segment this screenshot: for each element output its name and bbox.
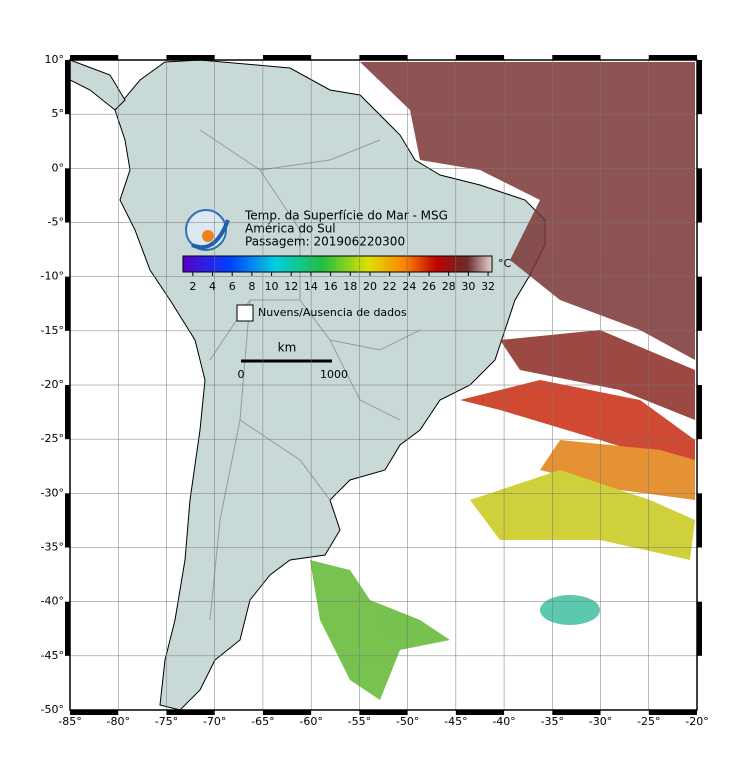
x-tick-label: -35° — [541, 715, 564, 728]
frame-segment — [262, 710, 312, 715]
y-tick-label: -35° — [41, 541, 64, 554]
x-tick-label: -70° — [203, 715, 226, 728]
frame-segment — [359, 55, 408, 60]
y-tick-label: -25° — [41, 432, 64, 445]
frame-segment — [697, 493, 702, 548]
colorbar-tick-label: 20 — [363, 280, 377, 293]
frame-segment — [65, 276, 70, 331]
frame-segment — [697, 168, 702, 223]
x-tick-label: -80° — [106, 715, 129, 728]
colorbar-tick-label: 10 — [265, 280, 279, 293]
colorbar — [182, 255, 493, 273]
colorbar-tick-label: 26 — [422, 280, 436, 293]
legend-label: Nuvens/Ausencia de dados — [258, 306, 407, 319]
x-tick-label: -75° — [155, 715, 178, 728]
frame-segment — [70, 710, 119, 715]
frame-segment — [552, 55, 601, 60]
colorbar-tick-label: 4 — [209, 280, 216, 293]
sst-patches — [310, 62, 695, 700]
region: América do Sul — [245, 222, 336, 236]
x-tick-label: -40° — [492, 715, 515, 728]
frame-segment — [65, 601, 70, 656]
frame-segment — [166, 710, 215, 715]
sst-green — [310, 560, 450, 700]
x-tick-label: -65° — [251, 715, 274, 728]
frame-segment — [648, 710, 697, 715]
x-tick-label: -55° — [348, 715, 371, 728]
scale-end: 1000 — [320, 368, 348, 381]
colorbar-tick-label: 18 — [343, 280, 357, 293]
frame-segment — [552, 710, 601, 715]
logo — [185, 209, 230, 251]
legend-swatch — [236, 304, 254, 322]
scale-unit: km — [278, 341, 297, 355]
sst-orange — [540, 440, 695, 500]
frame-segment — [455, 55, 505, 60]
sst-yellow — [470, 470, 695, 560]
y-tick-label: -20° — [41, 378, 64, 391]
sst-cyan — [540, 595, 600, 625]
sst-red — [460, 380, 695, 470]
frame-segment — [65, 385, 70, 440]
colorbar-tick-label: 16 — [324, 280, 338, 293]
y-tick-label: -15° — [41, 324, 64, 337]
frame-segment — [697, 276, 702, 331]
frame-segment — [697, 601, 702, 656]
pass: Passagem: 201906220300 — [245, 235, 405, 249]
x-tick-label: -45° — [444, 715, 467, 728]
x-tick-label: -20° — [685, 715, 708, 728]
sst-warm — [500, 330, 695, 420]
frame-segment — [65, 168, 70, 223]
colorbar-unit: °C — [498, 257, 512, 270]
sst-warm — [360, 62, 695, 360]
colorbar-tick-label: 32 — [481, 280, 495, 293]
y-tick-label: -50° — [41, 703, 64, 716]
y-tick-label: -45° — [41, 649, 64, 662]
colorbar-tick-label: 6 — [229, 280, 236, 293]
y-tick-label: 10° — [45, 53, 65, 66]
colorbar-tick-label: 30 — [461, 280, 475, 293]
frame-segment — [70, 55, 119, 60]
colorbar-tick-label: 14 — [304, 280, 318, 293]
colorbar-tick-label: 24 — [402, 280, 416, 293]
y-tick-label: -40° — [41, 595, 64, 608]
frame-segment — [262, 55, 312, 60]
frame-segment — [65, 493, 70, 548]
x-tick-label: -50° — [396, 715, 419, 728]
colorbar-tick-label: 2 — [189, 280, 196, 293]
frame-segment — [697, 385, 702, 440]
colorbar-tick-label: 22 — [383, 280, 397, 293]
x-tick-label: -85° — [58, 715, 81, 728]
y-tick-label: -5° — [48, 216, 64, 229]
y-tick-label: 5° — [52, 107, 65, 120]
frame-segment — [166, 55, 215, 60]
frame-segment — [697, 60, 702, 115]
frame-segment — [359, 710, 408, 715]
frame-segment — [455, 710, 505, 715]
scale-start: 0 — [238, 368, 245, 381]
y-tick-label: -10° — [41, 270, 64, 283]
title: Temp. da Superfície do Mar - MSG — [244, 209, 448, 223]
frame-segment — [65, 60, 70, 115]
x-tick-label: -25° — [637, 715, 660, 728]
colorbar-tick-label: 8 — [248, 280, 255, 293]
colorbar-tick-label: 12 — [284, 280, 298, 293]
borders — [199, 129, 421, 621]
y-tick-label: -30° — [41, 486, 64, 499]
x-tick-label: -30° — [589, 715, 612, 728]
colorbar-tick-label: 28 — [442, 280, 456, 293]
x-tick-label: -60° — [299, 715, 322, 728]
y-tick-label: 0° — [52, 161, 65, 174]
frame-segment — [648, 55, 697, 60]
